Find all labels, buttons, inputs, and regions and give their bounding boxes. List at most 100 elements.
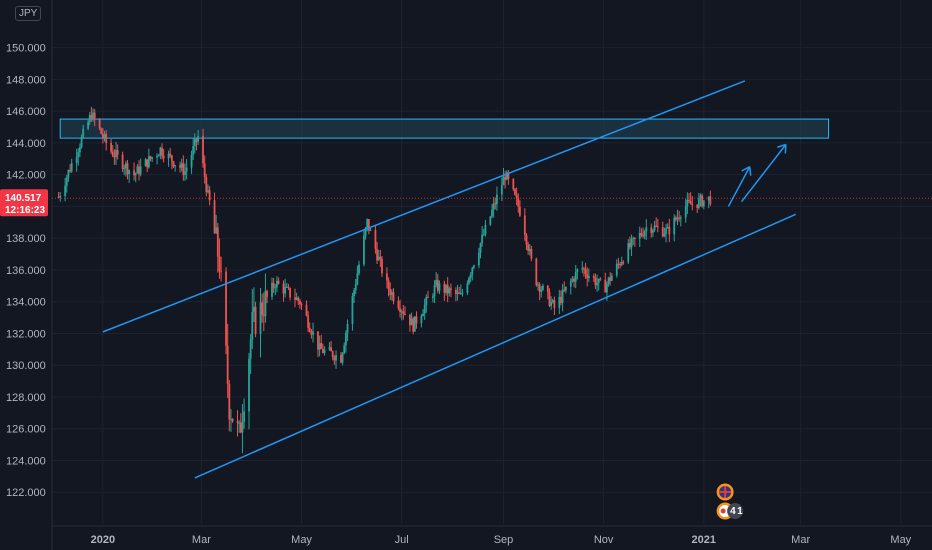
candle-body [287,286,290,288]
candle-body [282,283,285,294]
candle-body [550,302,553,306]
candle-body [477,252,480,266]
candle-body [139,166,142,175]
candle-body [266,290,268,297]
candle-body [622,262,625,264]
candle-body [696,204,699,208]
resistance-zone-rect [59,118,830,139]
candle-body [479,243,482,253]
candle-body [294,297,296,300]
candle-body [610,275,613,281]
candle-body [638,232,641,239]
time-axis[interactable]: 2020 Mar May Jul Sep Nov 2021 Mar May [52,525,932,546]
candle-body [489,216,492,225]
candle-body [341,353,344,363]
candle-body [111,151,114,156]
candle-body [75,157,78,164]
candle-body [172,161,175,167]
candle-body [425,297,428,305]
candle-body [149,156,152,159]
candle-body [351,296,354,325]
candle-body [492,203,495,210]
candle-body [123,168,126,170]
candle-body [540,289,543,292]
candle-body [448,288,451,294]
candle-body [615,263,618,276]
candle-body [435,279,438,286]
candle-body [496,194,498,205]
candle-body [604,279,607,293]
candle-body [583,268,585,270]
up-arrow-head [749,166,752,176]
candle-body [402,311,405,314]
price-tick-label: 122.000 [6,487,46,499]
candle-body [587,275,590,279]
candle-body [454,289,457,294]
candle-body [193,139,196,147]
candle-body [182,163,185,175]
candle-body [619,263,621,266]
candle-body [272,282,275,288]
resistance-zone[interactable] [59,118,830,139]
candle-body [205,177,208,193]
time-tick-label: May [291,534,312,546]
candle-body [420,316,423,324]
candle-body [277,280,280,284]
candle-body [679,217,682,219]
candle-body [517,198,520,207]
candle-body [343,345,346,354]
candle-body [599,278,602,280]
candle-body [157,155,160,157]
candle-body [412,318,415,332]
candle-body [665,228,667,234]
candle-body [146,159,149,168]
candle-body [399,308,401,312]
candle-body [331,351,334,358]
price-tick-label: 150.000 [6,43,46,55]
candle-body [609,277,612,281]
candle-body [594,277,597,286]
candle-body [459,293,462,295]
candle-body [553,300,556,308]
candle-body [653,225,656,231]
candle-body [317,331,319,350]
candle-body [80,136,83,148]
candle-body [251,312,254,340]
candle-body [468,277,470,284]
candle-body [344,333,347,346]
price-tick-label: 132.000 [6,328,46,340]
time-tick-label: Mar [791,534,810,546]
candle-body [208,190,211,201]
candle-body [363,235,365,265]
candle-body [70,163,73,172]
candle-body [392,292,395,301]
candle-body [707,196,710,201]
candle-body [354,284,357,291]
candle-body [79,147,81,153]
candle-body [666,227,669,229]
candle-body [310,331,313,335]
candle-body [167,153,170,159]
candle-body [400,311,403,313]
price-tick-label: 126.000 [6,424,46,436]
lower-channel-line [194,213,797,479]
candle-body [226,345,229,384]
candle-body [285,286,288,288]
candle-body [248,358,250,412]
candle-body [576,269,579,272]
channel-lines[interactable] [102,80,797,479]
candle-body [116,150,119,155]
candle-body [59,196,62,198]
candle-body [673,217,676,235]
candle-body [538,284,541,292]
candle-body [138,166,140,175]
up-arrow-head [777,143,787,148]
price-axis[interactable]: 122.000 124.000 126.000 128.000 130.000 132.0… [6,0,53,550]
candle-body [676,217,679,220]
candle-body [374,230,377,249]
symbol-label[interactable]: JPY [15,6,42,21]
candle-body [300,304,303,306]
candle-body [335,355,337,361]
